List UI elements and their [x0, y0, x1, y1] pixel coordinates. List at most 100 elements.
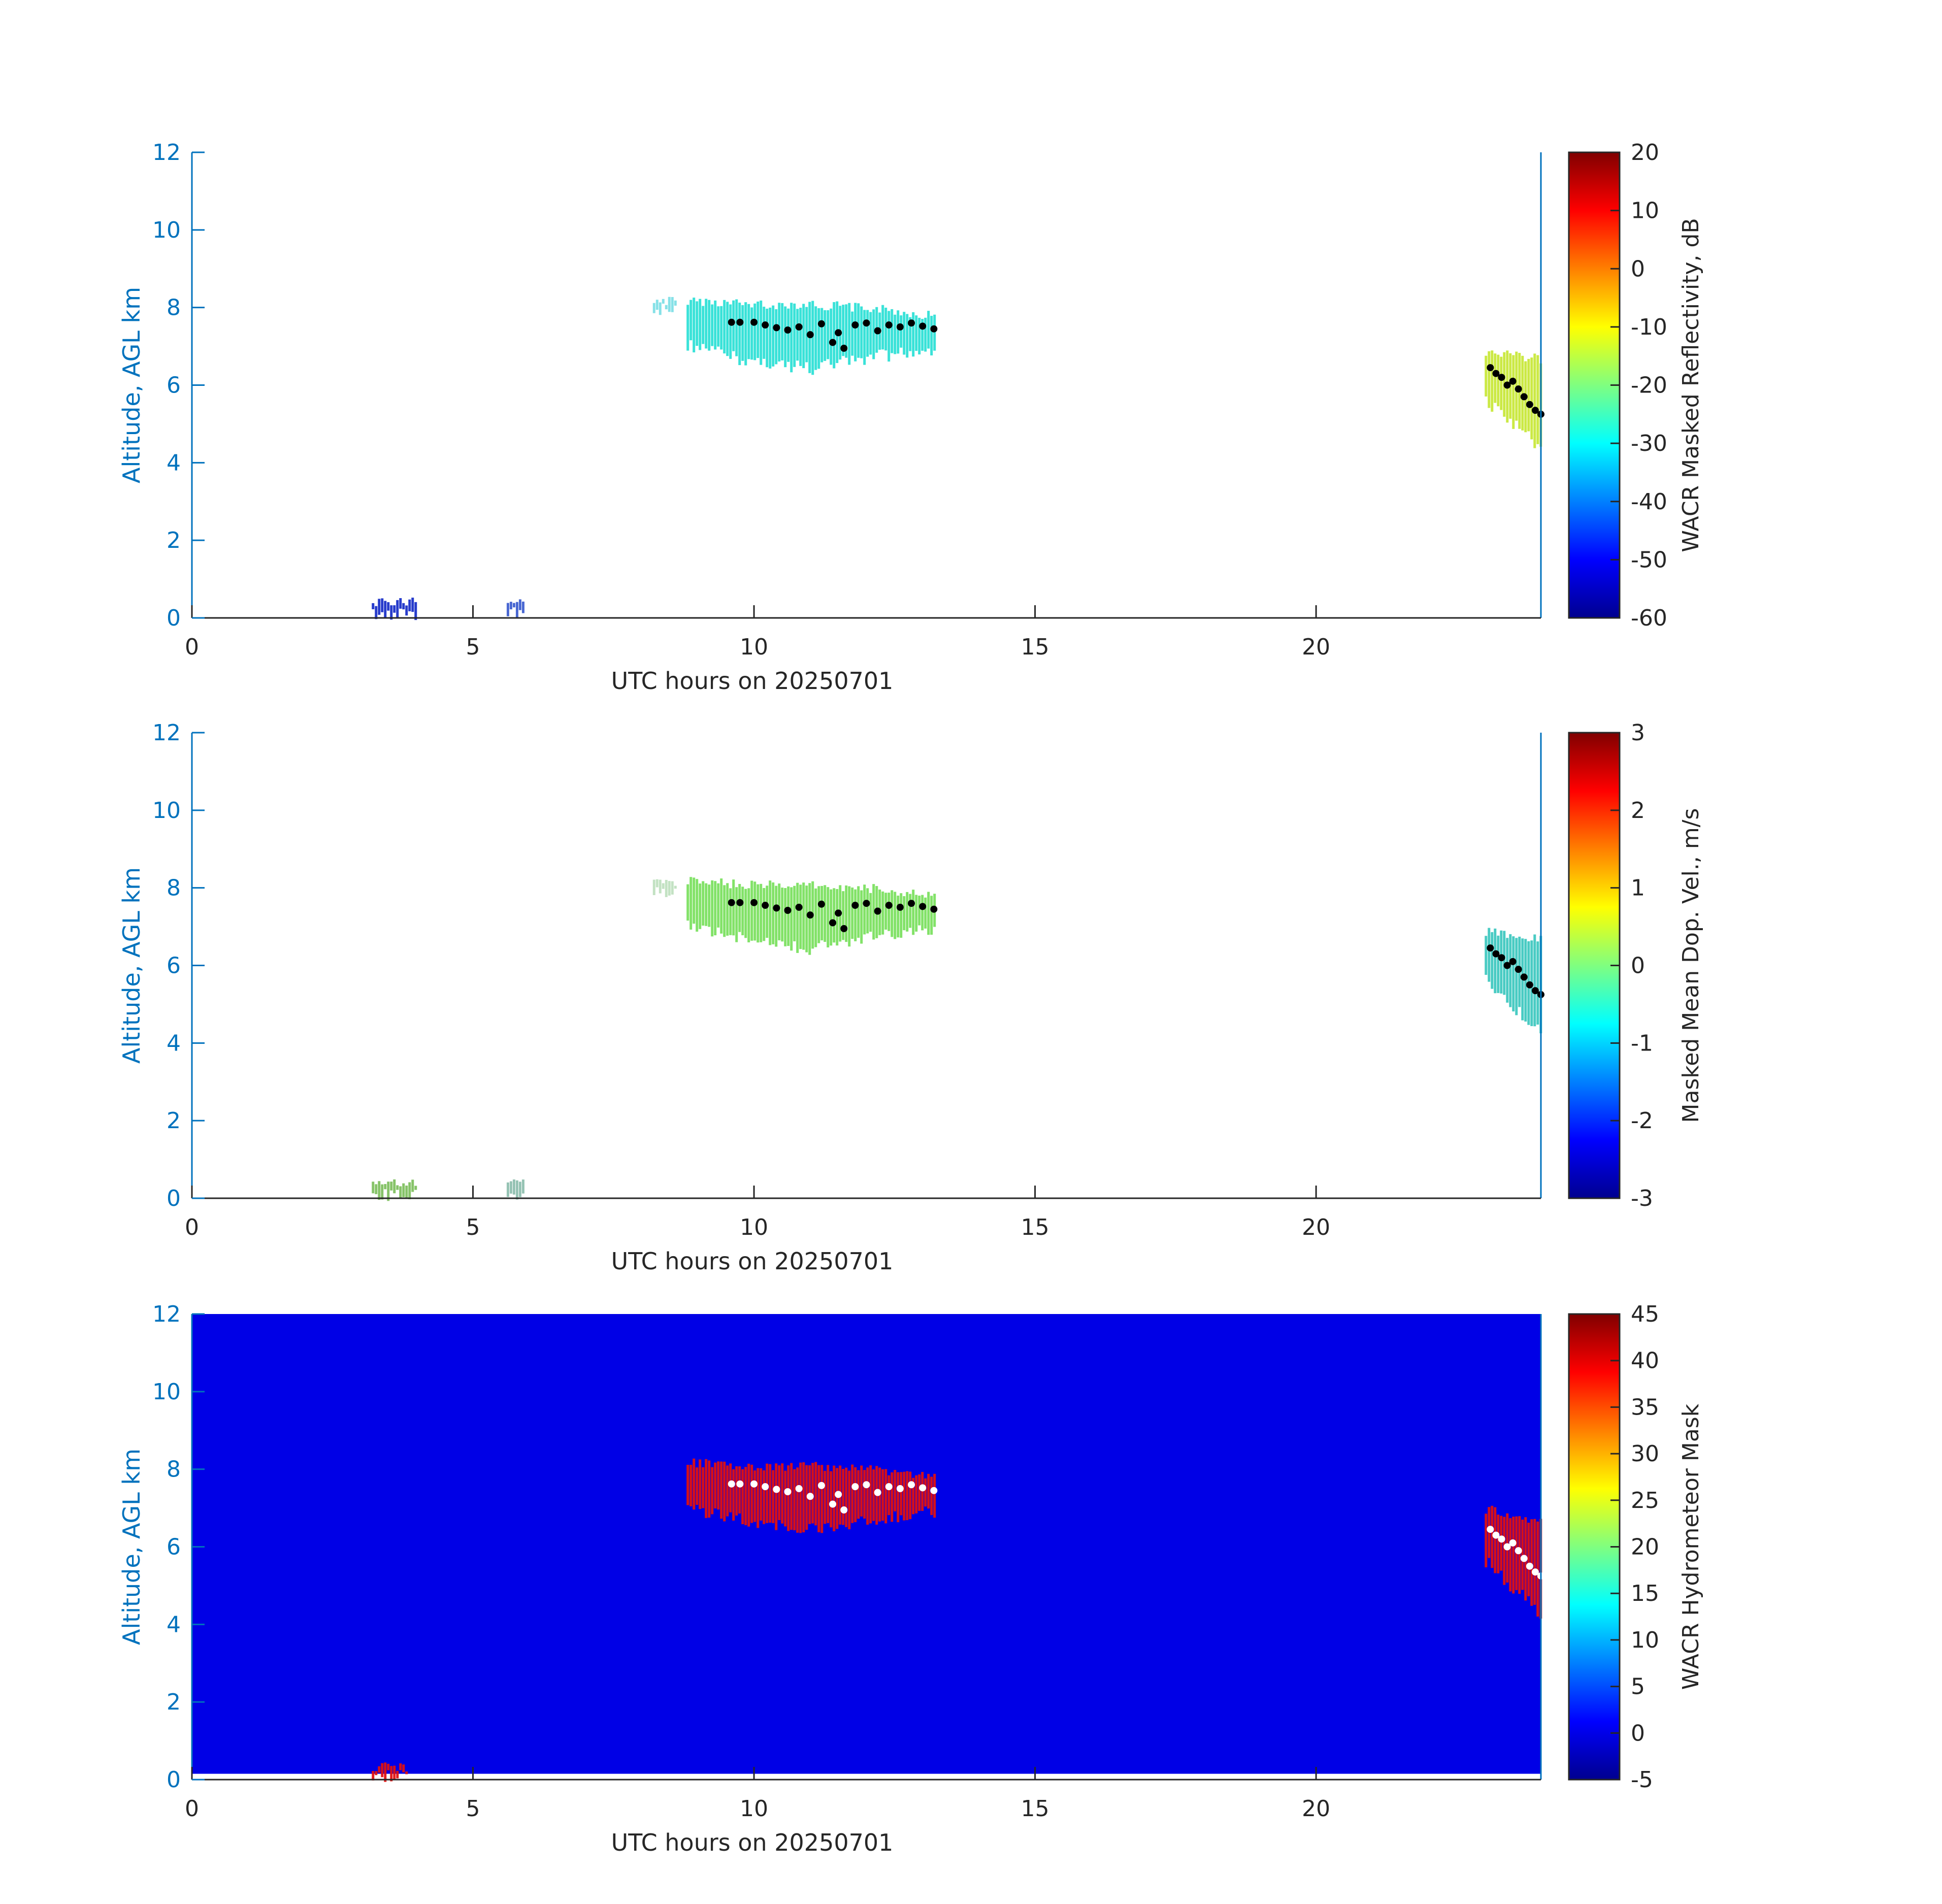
data-streak: [1515, 938, 1518, 1015]
data-streak: [900, 315, 903, 348]
cloud-base-marker: [784, 326, 792, 334]
data-streak: [387, 1181, 390, 1201]
data-streak: [836, 889, 839, 946]
data-streak: [726, 302, 729, 356]
data-streak: [515, 602, 518, 619]
data-streak: [766, 308, 769, 368]
data-streak: [887, 311, 891, 362]
x-tick-label: 5: [466, 1214, 480, 1240]
data-streak: [924, 897, 927, 929]
data-streak: [869, 312, 872, 355]
y-tick-label: 0: [167, 1767, 181, 1793]
cloud-base-marker: [840, 344, 848, 352]
y-tick-label: 4: [167, 1030, 181, 1056]
data-streak: [1503, 1517, 1506, 1585]
data-streak: [756, 301, 760, 358]
data-streak: [1533, 934, 1536, 1027]
data-streak: [820, 308, 824, 363]
data-streak: [708, 300, 711, 351]
data-streak: [408, 1182, 411, 1199]
data-streak: [381, 1184, 384, 1200]
data-streak: [699, 883, 702, 929]
data-streak: [915, 1475, 918, 1514]
colorbar-tick-label: -3: [1631, 1186, 1653, 1211]
data-streak: [793, 1469, 796, 1530]
data-streak: [866, 888, 869, 934]
data-streak: [760, 300, 763, 365]
x-tick-label: 15: [1021, 1214, 1049, 1240]
data-streak: [845, 1467, 848, 1527]
data-streak: [848, 1470, 851, 1529]
data-streak: [699, 299, 702, 350]
colorbar-tick-label: -60: [1631, 605, 1667, 631]
data-streak: [1533, 353, 1536, 448]
data-streak: [674, 300, 677, 306]
cloud-base-marker: [835, 909, 842, 917]
data-streak: [509, 1181, 512, 1194]
cloud-base-marker: [1498, 1535, 1505, 1543]
data-streak: [390, 1181, 393, 1191]
data-streak: [811, 301, 814, 375]
y-tick-label: 8: [167, 1457, 181, 1483]
data-streak: [927, 311, 930, 349]
data-region-3: [372, 1762, 408, 1782]
cloud-base-marker: [1503, 962, 1511, 969]
cloud-base-marker: [736, 318, 744, 326]
data-streak: [375, 1771, 378, 1776]
data-streak: [842, 305, 845, 356]
cloud-base-marker: [762, 1483, 769, 1491]
data-streak: [891, 890, 894, 937]
data-streak: [732, 1469, 735, 1521]
data-streak: [863, 1470, 866, 1519]
data-streak: [881, 1469, 884, 1521]
cloud-base-marker: [750, 318, 758, 326]
data-streak: [652, 303, 655, 313]
data-streak: [671, 297, 674, 312]
data-streak: [378, 1766, 381, 1773]
colorbar-tick-label: 1: [1631, 875, 1645, 901]
data-streak: [833, 888, 836, 943]
data-streak: [884, 1469, 887, 1524]
y-tick-label: 4: [167, 450, 181, 476]
data-streak: [381, 1763, 384, 1778]
data-streak: [924, 1478, 927, 1507]
cloud-base-marker: [784, 906, 792, 914]
data-streak: [872, 884, 875, 940]
data-streak: [915, 895, 918, 932]
data-streak: [769, 1464, 772, 1523]
y-tick-label: 8: [167, 295, 181, 321]
data-streak: [1491, 932, 1494, 989]
data-streak: [515, 1180, 518, 1200]
data-streak: [830, 889, 833, 946]
data-streak: [833, 1465, 836, 1531]
data-streak: [726, 1465, 729, 1517]
colorbar-tick-label: 0: [1631, 256, 1645, 282]
cloud-base-marker: [1526, 401, 1533, 408]
colorbar-tick-label: -1: [1631, 1030, 1653, 1056]
data-streak: [769, 307, 772, 369]
cloud-base-marker: [1526, 981, 1533, 989]
data-streak: [851, 888, 854, 939]
cloud-base-marker: [1503, 1543, 1511, 1551]
data-streak: [756, 884, 760, 943]
cloud-base-marker: [806, 1493, 814, 1500]
cloud-base-marker: [817, 320, 825, 327]
data-streak: [1527, 358, 1530, 432]
cloud-base-marker: [829, 339, 837, 346]
data-streak: [512, 1179, 515, 1195]
data-streak: [393, 605, 396, 613]
colorbar-tick-label: -30: [1631, 431, 1667, 456]
cloud-base-marker: [851, 1483, 859, 1491]
data-streak: [1509, 1518, 1512, 1592]
cloud-base-marker: [919, 322, 927, 330]
cloud-base-marker: [1520, 973, 1528, 981]
y-axis-label: Altitude, AGL km: [118, 867, 145, 1064]
data-streak: [1536, 355, 1539, 444]
x-axis-label: UTC hours on 20250701: [611, 667, 894, 695]
cloud-base-marker: [762, 321, 769, 329]
x-axis-label: UTC hours on 20250701: [611, 1829, 894, 1856]
cloud-base-marker: [1515, 966, 1522, 973]
data-streak: [396, 1185, 399, 1190]
data-streak: [1494, 928, 1497, 994]
data-streak: [390, 1766, 393, 1782]
